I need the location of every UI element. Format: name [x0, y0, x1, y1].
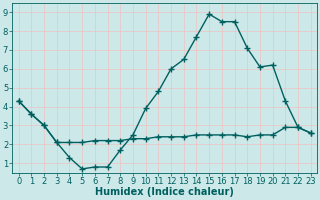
X-axis label: Humidex (Indice chaleur): Humidex (Indice chaleur): [95, 187, 234, 197]
